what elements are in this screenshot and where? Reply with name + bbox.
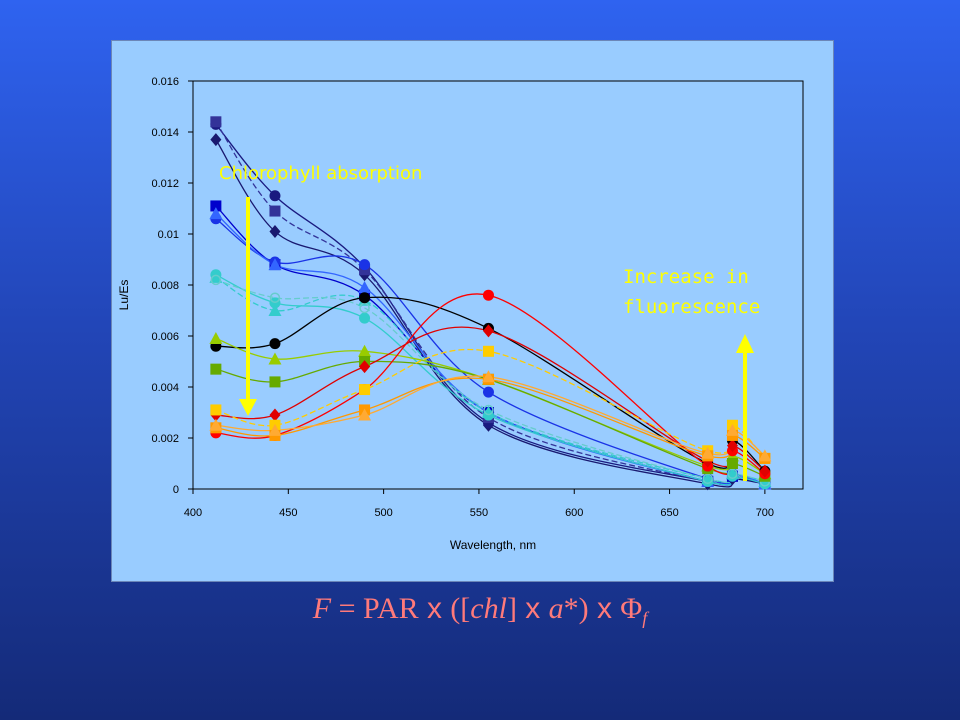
data-point: [269, 205, 281, 217]
data-point: [481, 370, 495, 383]
data-point: [359, 259, 371, 271]
x-tick-label: 500: [374, 507, 392, 519]
formula-chl: chl: [470, 592, 507, 625]
x-tick-label: 600: [565, 507, 583, 519]
chlorophyll-absorption-label: Chlorophyll absorption: [219, 163, 422, 184]
data-point: [209, 332, 223, 345]
y-tick-label: 0.014: [151, 127, 179, 139]
formula-phi: Φ: [620, 592, 643, 625]
data-point: [702, 473, 713, 485]
plot-area: [192, 80, 804, 490]
data-point: [482, 289, 494, 301]
chart-panel: 0 0.002 0.004 0.006 0.008 0.01 0.012 0.014 0.016…: [111, 40, 834, 582]
x-axis-label: Wavelength, nm: [450, 538, 536, 552]
data-point: [209, 418, 223, 431]
data-point: [482, 386, 494, 398]
y-tick-label: 0.004: [151, 382, 179, 394]
series-markers: [209, 116, 772, 491]
y-axis-label: Lu/Es: [117, 280, 131, 311]
up-arrow-icon: [736, 334, 754, 353]
data-point: [210, 363, 222, 375]
data-point: [359, 384, 371, 396]
x-tick-label: 700: [756, 507, 774, 519]
formula: F = PAR x ([chl] x a*) x Φf: [0, 592, 960, 629]
formula-x2: x: [516, 592, 549, 625]
fluorescence-label-line1: Increase in: [623, 266, 749, 288]
data-point: [269, 376, 281, 388]
data-point: [358, 281, 372, 294]
data-point: [359, 312, 371, 324]
data-point: [269, 408, 281, 422]
data-point: [358, 344, 372, 357]
data-point: [209, 207, 223, 220]
formula-f: F: [312, 592, 332, 625]
formula-x1: x: [418, 592, 451, 625]
y-tick-label: 0.01: [158, 229, 179, 241]
data-point: [268, 352, 282, 365]
data-point: [268, 423, 282, 436]
data-point: [210, 200, 222, 212]
y-tick-label: 0.008: [151, 280, 179, 292]
data-point: [269, 338, 281, 350]
data-point: [359, 360, 371, 374]
data-point: [482, 324, 494, 338]
data-point: [268, 304, 282, 316]
x-tick-label: 400: [184, 507, 202, 519]
formula-eq: =: [331, 592, 364, 625]
data-point: [269, 292, 281, 303]
data-point: [483, 404, 494, 416]
axes: 0 0.002 0.004 0.006 0.008 0.01 0.012 0.014 0.016…: [117, 76, 804, 552]
y-tick-label: 0: [173, 484, 179, 496]
formula-open: ([: [450, 592, 471, 625]
data-point: [759, 464, 771, 478]
data-point: [268, 258, 282, 271]
data-point: [726, 458, 738, 469]
down-arrow-icon: [239, 399, 257, 416]
x-tick-label: 650: [660, 507, 678, 519]
data-point: [210, 274, 222, 286]
data-point: [482, 345, 494, 357]
data-point: [269, 224, 281, 238]
data-point: [210, 404, 222, 416]
y-tick-label: 0.016: [151, 76, 179, 88]
data-point: [725, 423, 739, 436]
data-point: [758, 449, 772, 462]
formula-close1: ]: [506, 592, 517, 625]
data-point: [210, 133, 222, 147]
data-point: [359, 302, 370, 314]
data-point: [209, 270, 223, 283]
formula-sub: f: [642, 608, 648, 628]
fluorescence-label-line2: fluorescence: [623, 296, 760, 318]
formula-a: a: [548, 592, 564, 625]
y-tick-label: 0.012: [151, 178, 179, 190]
chart: 0 0.002 0.004 0.006 0.008 0.01 0.012 0.014 0.016…: [117, 76, 804, 552]
annotations: Chlorophyll absorption Increase in fluor…: [219, 163, 760, 481]
data-point: [210, 116, 222, 128]
data-point: [727, 468, 738, 479]
x-tick-label: 450: [279, 507, 297, 519]
formula-star: *): [563, 592, 589, 625]
y-tick-label: 0.002: [151, 433, 179, 445]
series-line-9: [215, 279, 766, 483]
data-point: [358, 408, 372, 421]
x-tick-label: 550: [470, 507, 488, 519]
formula-x3: x: [588, 592, 621, 625]
y-tick-label: 0.006: [151, 331, 179, 343]
data-point: [481, 406, 495, 418]
data-point: [726, 439, 738, 453]
formula-par: PAR: [363, 592, 419, 625]
data-point: [701, 446, 715, 459]
data-point: [269, 190, 281, 202]
data-point: [359, 292, 371, 304]
